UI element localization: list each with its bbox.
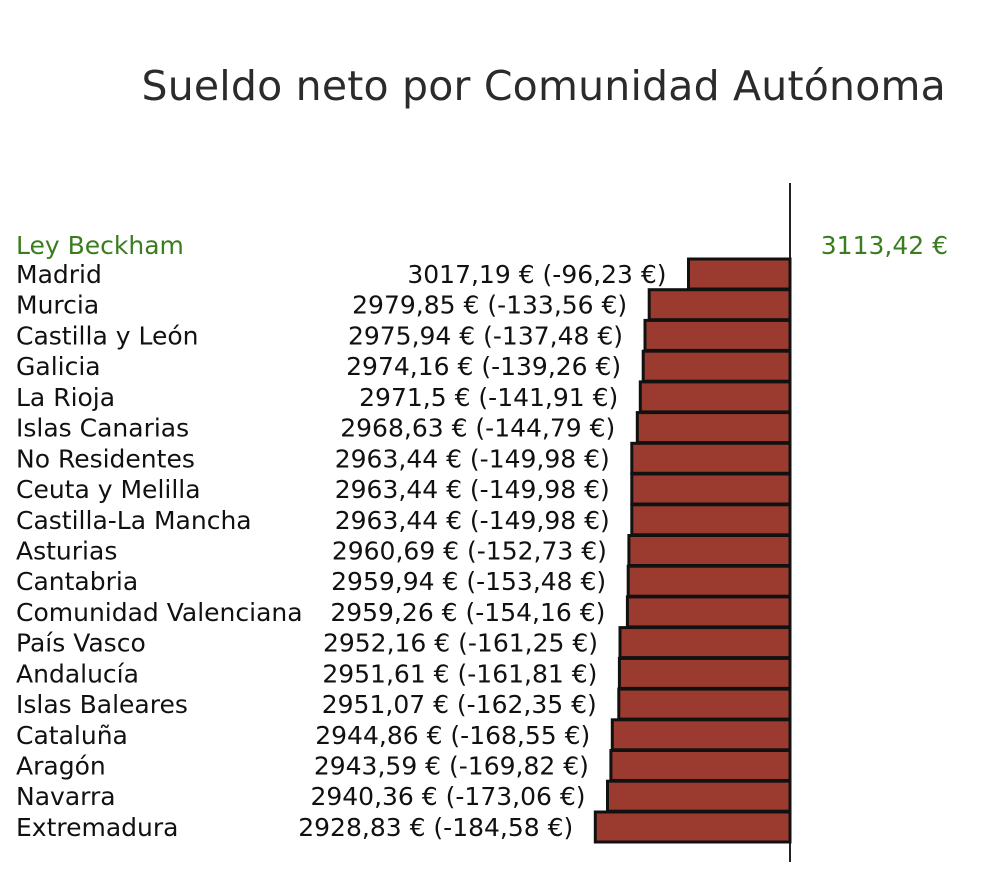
bar (638, 380, 792, 414)
bar (643, 318, 792, 352)
value-label: 2974,16 € (-139,26 €) (346, 352, 621, 381)
category-label: Extremadura (16, 813, 179, 842)
bar (687, 257, 792, 291)
category-label: Comunidad Valenciana (16, 598, 303, 627)
bar (617, 656, 792, 690)
category-label: Castilla y León (16, 321, 198, 350)
reference-label: Ley Beckham (16, 231, 184, 260)
bar (625, 595, 792, 629)
bar (630, 441, 792, 475)
category-label: Ceuta y Melilla (16, 475, 201, 504)
value-label: 2971,5 € (-141,91 €) (359, 383, 618, 412)
bar (593, 810, 792, 844)
category-label: Cataluña (16, 721, 128, 750)
value-label: 2960,69 € (-152,73 €) (332, 537, 607, 566)
bar (610, 718, 792, 752)
bar (647, 288, 792, 322)
value-label: 2928,83 € (-184,58 €) (298, 813, 573, 842)
bar (618, 626, 792, 660)
value-label: 2963,44 € (-149,98 €) (335, 475, 610, 504)
bar (606, 779, 792, 813)
category-label: Murcia (16, 291, 99, 320)
category-label: Galicia (16, 352, 101, 381)
category-label: Madrid (16, 260, 102, 289)
value-label: 2951,61 € (-161,81 €) (322, 659, 597, 688)
value-label: 2959,94 € (-153,48 €) (331, 567, 606, 596)
value-label: 2963,44 € (-149,98 €) (335, 444, 610, 473)
category-label: Castilla-La Mancha (16, 506, 252, 535)
value-label: 2963,44 € (-149,98 €) (335, 506, 610, 535)
category-label: Islas Baleares (16, 690, 188, 719)
bar (609, 749, 792, 782)
bar (641, 349, 792, 383)
bar (627, 534, 792, 567)
bar (635, 411, 792, 445)
value-label: 2959,26 € (-154,16 €) (330, 598, 605, 627)
value-label: 2968,63 € (-144,79 €) (340, 414, 615, 443)
reference-value-label: 3113,42 € (821, 231, 948, 260)
bar (626, 564, 792, 598)
category-label: Cantabria (16, 567, 138, 596)
value-label: 2979,85 € (-133,56 €) (352, 291, 627, 320)
value-label: 2943,59 € (-169,82 €) (314, 752, 589, 781)
value-label: 3017,19 € (-96,23 €) (407, 260, 666, 289)
value-label: 2975,94 € (-137,48 €) (348, 321, 623, 350)
category-label: Navarra (16, 782, 116, 811)
value-label: 2940,36 € (-173,06 €) (310, 782, 585, 811)
value-label: 2944,86 € (-168,55 €) (315, 721, 590, 750)
chart-title: Sueldo neto por Comunidad Autónoma (141, 62, 946, 110)
category-label: Aragón (16, 752, 106, 781)
value-label: 2951,07 € (-162,35 €) (322, 690, 597, 719)
category-label: No Residentes (16, 444, 195, 473)
bar (617, 687, 792, 721)
bar (630, 503, 792, 537)
category-label: Asturias (16, 537, 117, 566)
category-label: Islas Canarias (16, 414, 189, 443)
category-label: Andalucía (16, 659, 139, 688)
bar (630, 472, 792, 506)
value-label: 2952,16 € (-161,25 €) (323, 629, 598, 658)
category-label: País Vasco (16, 629, 146, 658)
category-label: La Rioja (16, 383, 115, 412)
